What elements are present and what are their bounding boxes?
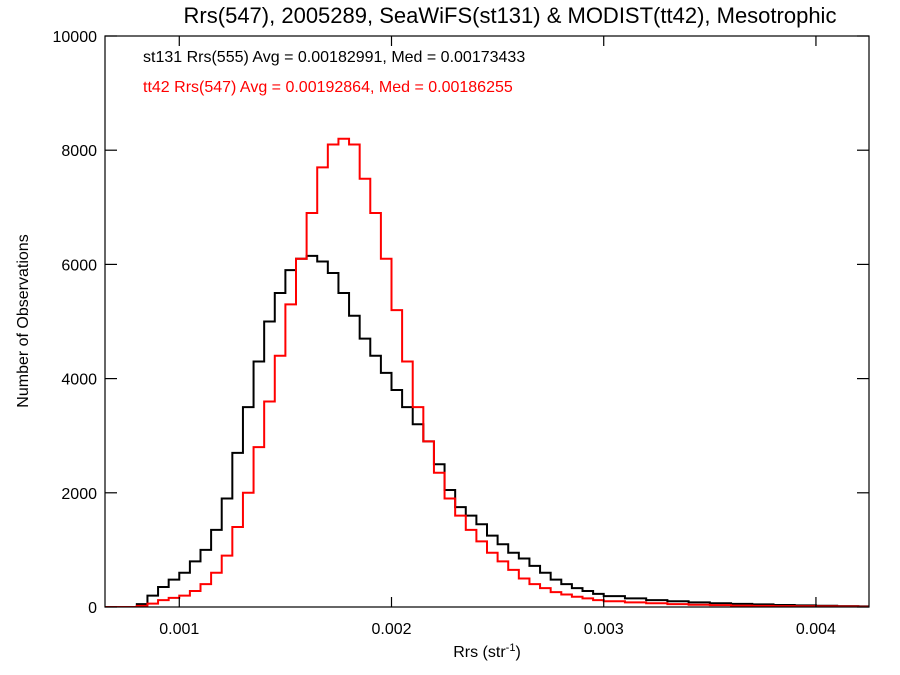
chart-title: Rrs(547), 2005289, SeaWiFS(st131) & MODI… [184, 3, 837, 28]
y-tick-label: 10000 [53, 29, 98, 46]
legend-entry-st131: st131 Rrs(555) Avg = 0.00182991, Med = 0… [143, 49, 525, 66]
x-axis-label-text: Rrs (str [453, 644, 506, 661]
legend: st131 Rrs(555) Avg = 0.00182991, Med = 0… [143, 49, 525, 96]
x-axis-label-superscript: -1 [506, 642, 516, 654]
x-tick-label: 0.001 [159, 621, 199, 638]
y-tick-label: 6000 [61, 257, 97, 274]
series-layer [105, 137, 869, 607]
y-tick-label: 0 [88, 600, 97, 617]
x-tick-label: 0.002 [371, 621, 411, 638]
series-line-tt42 [105, 137, 869, 607]
x-axis-label: Rrs (str-1) [453, 642, 521, 661]
plot-frame [104, 35, 870, 608]
legend-entry-tt42: tt42 Rrs(547) Avg = 0.00192864, Med = 0.… [143, 79, 513, 96]
y-axis-label: Number of Observations [15, 234, 32, 407]
x-tick-label: 0.004 [796, 621, 836, 638]
x-tick-label: 0.003 [584, 621, 624, 638]
y-tick-label: 4000 [61, 372, 97, 389]
y-tick-label: 2000 [61, 486, 97, 503]
x-axis-label-close: ) [515, 644, 520, 661]
y-tick-label: 8000 [61, 143, 97, 160]
ticks-layer: 0.001 0.002 0.003 0.004 0 2000 4000 6000 8000 100… [53, 29, 869, 638]
